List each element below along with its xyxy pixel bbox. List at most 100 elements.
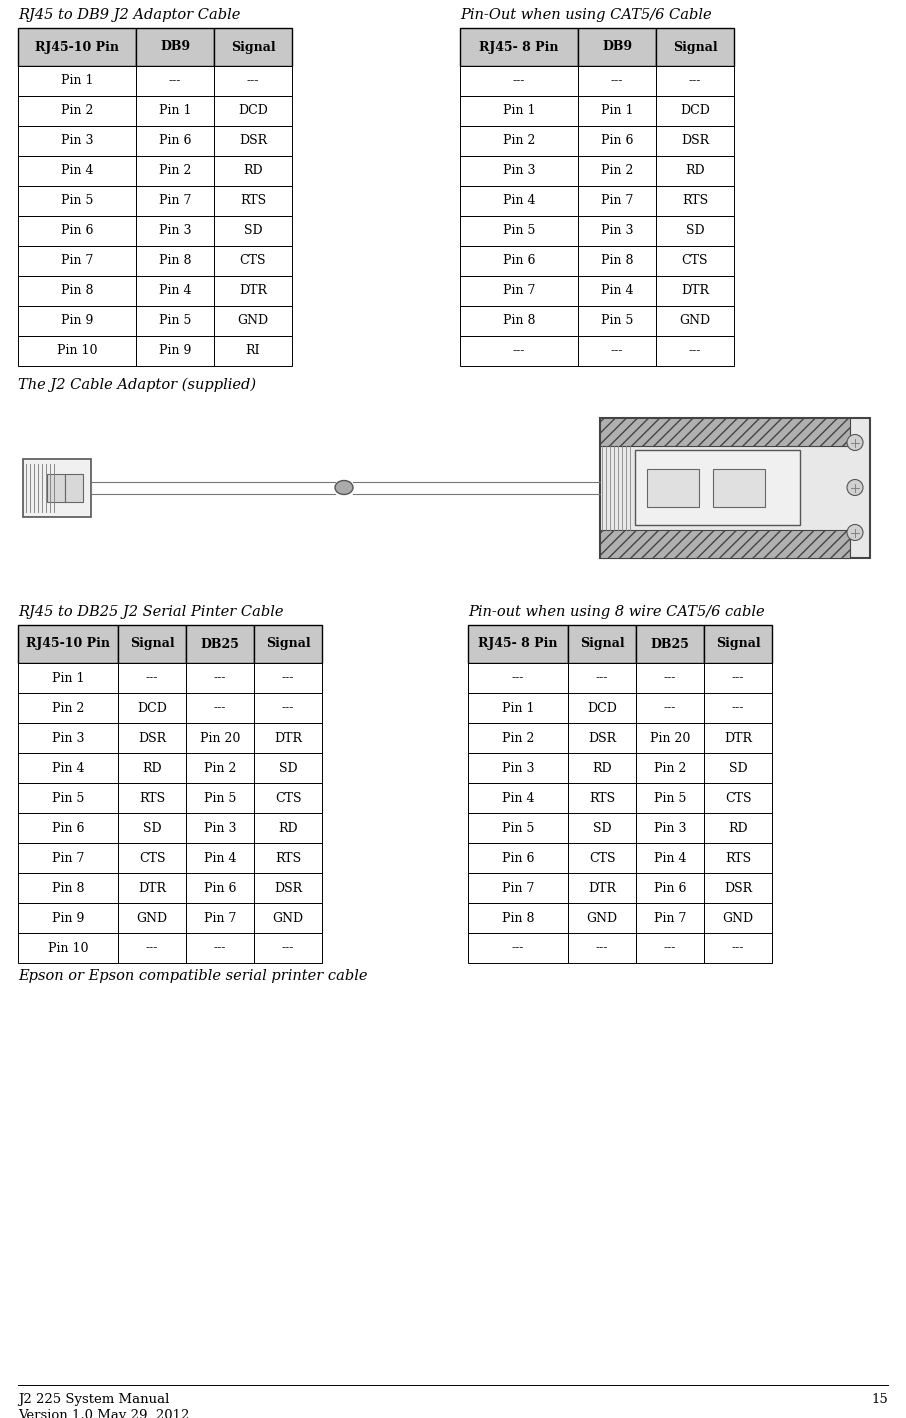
Bar	[704, 625, 772, 664]
Bar	[600, 529, 850, 557]
Text: ---: ---	[169, 75, 181, 88]
Bar	[186, 933, 254, 963]
Circle shape	[847, 525, 863, 540]
Text: ---: ---	[512, 672, 525, 685]
Text: Pin 5: Pin 5	[503, 224, 535, 237]
Text: DCD: DCD	[137, 702, 167, 715]
Text: Pin 9: Pin 9	[61, 315, 93, 328]
Text: ---: ---	[664, 702, 676, 715]
Bar	[460, 245, 578, 277]
Text: Pin 7: Pin 7	[654, 912, 686, 925]
Bar	[118, 873, 186, 903]
Text: Pin 3: Pin 3	[204, 821, 236, 835]
Bar	[636, 813, 704, 842]
Bar	[460, 216, 578, 245]
Text: Pin 8: Pin 8	[502, 912, 535, 925]
Text: Pin 2: Pin 2	[159, 164, 191, 177]
Bar	[18, 186, 136, 216]
Bar	[460, 28, 578, 67]
Text: The J2 Cable Adaptor (supplied): The J2 Cable Adaptor (supplied)	[18, 379, 256, 393]
Text: RTS: RTS	[240, 194, 266, 207]
Bar	[568, 933, 636, 963]
Bar	[136, 156, 214, 186]
Bar	[704, 693, 772, 723]
Text: Pin 8: Pin 8	[503, 315, 535, 328]
Bar	[656, 336, 734, 366]
Bar	[18, 873, 118, 903]
Bar	[600, 417, 870, 557]
Text: Pin 2: Pin 2	[503, 135, 535, 147]
Bar	[578, 186, 656, 216]
Text: DSR: DSR	[681, 135, 709, 147]
Bar	[118, 842, 186, 873]
Ellipse shape	[335, 481, 353, 495]
Text: ---: ---	[732, 942, 744, 954]
Text: ---: ---	[596, 942, 608, 954]
Bar	[656, 126, 734, 156]
Bar	[656, 156, 734, 186]
Bar	[254, 753, 322, 783]
Text: ---: ---	[282, 942, 294, 954]
Bar	[578, 156, 656, 186]
Bar	[578, 277, 656, 306]
Text: DSR: DSR	[724, 882, 752, 895]
Text: 15: 15	[872, 1392, 888, 1407]
Text: Pin 6: Pin 6	[61, 224, 93, 237]
Bar	[186, 753, 254, 783]
Bar	[568, 625, 636, 664]
Text: Pin 7: Pin 7	[52, 851, 84, 865]
Text: SD: SD	[279, 761, 297, 774]
Text: Pin 1: Pin 1	[61, 75, 93, 88]
Bar	[18, 126, 136, 156]
Bar	[468, 873, 568, 903]
Text: Signal: Signal	[231, 41, 275, 54]
Text: RJ45 to DB9 J2 Adaptor Cable: RJ45 to DB9 J2 Adaptor Cable	[18, 9, 240, 23]
Bar	[18, 753, 118, 783]
Bar	[460, 277, 578, 306]
Bar	[568, 753, 636, 783]
Bar	[568, 873, 636, 903]
Text: ---: ---	[689, 345, 701, 357]
Text: DSR: DSR	[588, 732, 616, 744]
Bar	[460, 96, 578, 126]
Bar	[636, 625, 704, 664]
Bar	[18, 693, 118, 723]
Text: RD: RD	[243, 164, 263, 177]
Text: Pin 8: Pin 8	[52, 882, 84, 895]
Text: ---: ---	[513, 345, 525, 357]
Text: CTS: CTS	[240, 254, 266, 268]
Bar	[704, 813, 772, 842]
Bar	[460, 126, 578, 156]
Bar	[468, 842, 568, 873]
Bar	[136, 126, 214, 156]
Text: ---: ---	[596, 672, 608, 685]
Bar	[578, 96, 656, 126]
Bar	[18, 336, 136, 366]
Bar	[636, 903, 704, 933]
Text: Pin 9: Pin 9	[52, 912, 84, 925]
Text: ---: ---	[282, 702, 294, 715]
Bar	[254, 723, 322, 753]
Text: ---: ---	[214, 702, 226, 715]
Text: RTS: RTS	[139, 791, 165, 804]
Text: Pin 3: Pin 3	[159, 224, 191, 237]
Text: Pin 4: Pin 4	[61, 164, 93, 177]
Bar	[136, 336, 214, 366]
Bar	[460, 156, 578, 186]
Text: Pin 9: Pin 9	[159, 345, 191, 357]
Text: Pin 20: Pin 20	[200, 732, 240, 744]
Bar	[636, 693, 704, 723]
Bar	[118, 753, 186, 783]
Text: Pin 3: Pin 3	[654, 821, 686, 835]
Text: Pin 6: Pin 6	[503, 254, 535, 268]
Circle shape	[847, 479, 863, 495]
Bar	[656, 28, 734, 67]
Text: DB25: DB25	[651, 638, 689, 651]
Bar	[118, 933, 186, 963]
Bar	[18, 216, 136, 245]
Bar	[704, 783, 772, 813]
Bar	[186, 813, 254, 842]
Text: Signal: Signal	[580, 638, 624, 651]
Bar	[186, 842, 254, 873]
Bar	[214, 28, 292, 67]
